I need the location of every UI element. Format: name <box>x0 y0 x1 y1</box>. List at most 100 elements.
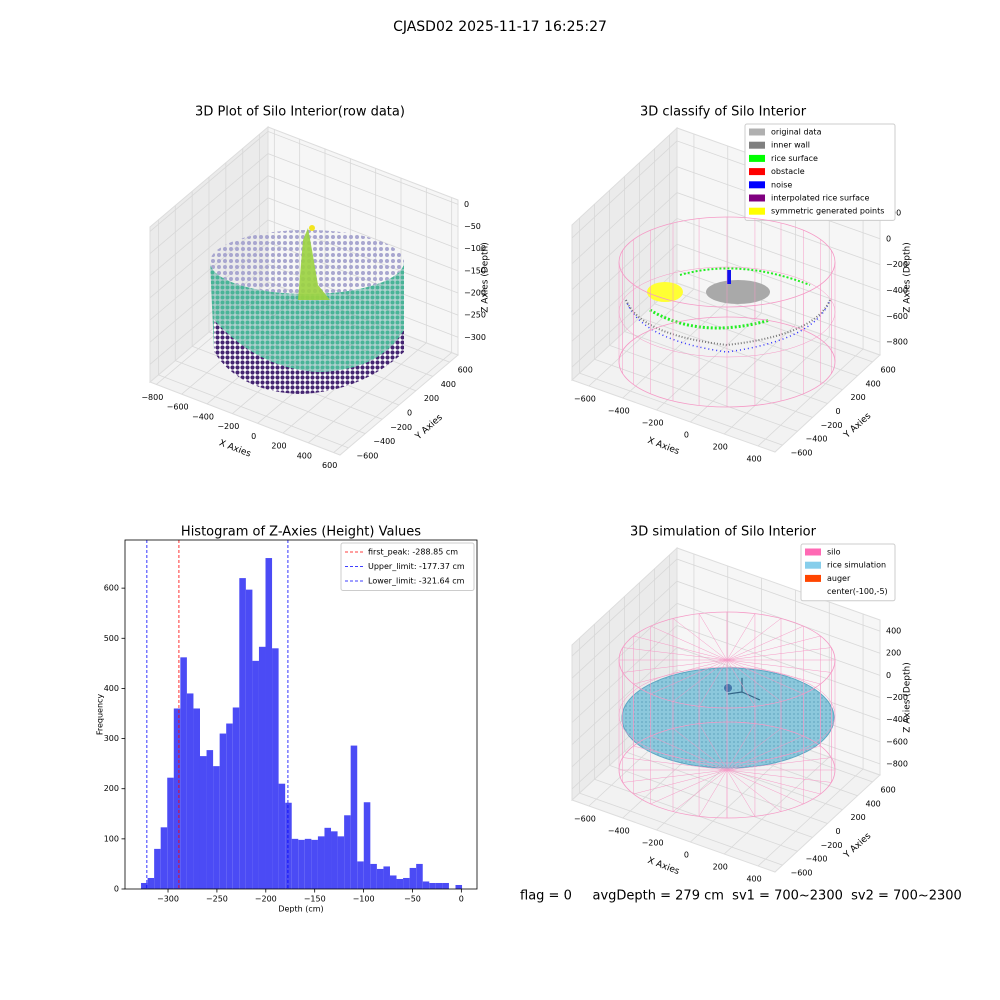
x-tick-label: 400 <box>746 875 761 884</box>
z-tick-label: −50 <box>464 222 481 231</box>
y-tick-label: 0 <box>407 409 412 418</box>
grid-line <box>149 175 459 277</box>
bar <box>370 863 377 889</box>
wire-spoke <box>726 659 821 685</box>
legend-label: rice simulation <box>827 561 886 570</box>
z-tick-label: 200 <box>886 649 901 658</box>
bar <box>344 815 351 889</box>
bar <box>383 866 390 889</box>
y-tick-label: 200 <box>851 813 866 822</box>
x-axis-label: Depth (cm) <box>278 905 323 914</box>
grid-line <box>669 289 873 363</box>
x-tick-label: −250 <box>206 895 228 904</box>
bar <box>311 839 318 889</box>
grid-line <box>624 751 828 824</box>
legend-label: rice surface <box>771 154 818 163</box>
bar <box>278 783 286 889</box>
y-tick-label: 0 <box>114 885 119 894</box>
legend-swatch <box>749 181 765 189</box>
x-tick-label: −200 <box>642 419 664 428</box>
legend-label: first_peak: -288.85 cm <box>368 548 458 557</box>
grid-line <box>579 372 783 446</box>
grid-line <box>609 764 813 838</box>
legend-label: noise <box>771 180 792 189</box>
x-tick-label: −150 <box>304 895 326 904</box>
z-tick-label: −800 <box>886 338 908 347</box>
bar <box>389 875 397 889</box>
legend-label: original data <box>771 128 822 137</box>
bar <box>285 802 292 889</box>
bar <box>213 766 220 889</box>
x-tick-label: −400 <box>608 407 630 416</box>
z-tick-label: −200 <box>886 260 908 269</box>
x-tick-label: −200 <box>255 895 277 904</box>
y-tick-label: 200 <box>424 394 439 403</box>
bar <box>265 558 273 889</box>
wire-spoke <box>672 769 728 812</box>
legend-label: symmetric generated points <box>771 207 884 216</box>
wire-spoke <box>622 757 728 771</box>
wire-spoke <box>698 659 728 707</box>
y-tick-label: 300 <box>104 734 119 743</box>
legend-swatch <box>749 128 765 136</box>
legend-label: silo <box>827 548 841 557</box>
wire-spoke <box>672 618 728 661</box>
wire-spoke <box>726 728 782 771</box>
wire-spoke <box>726 635 821 661</box>
suptitle: CJASD02 2025-11-17 16:25:27 <box>393 19 607 35</box>
y-tick-label: 100 <box>104 834 119 843</box>
wire-spoke <box>726 769 782 812</box>
y-tick-label: −200 <box>821 421 843 430</box>
z-tick-label: 0 <box>886 671 891 680</box>
legend-swatch <box>749 141 765 149</box>
bar <box>429 882 436 889</box>
bar <box>317 836 325 889</box>
z-tick-label: −800 <box>886 759 908 768</box>
z-tick-label: −100 <box>464 244 486 253</box>
bar <box>239 578 246 889</box>
y-tick-label: 500 <box>104 634 119 643</box>
bar <box>396 878 404 889</box>
panel-title: 3D simulation of Silo Interior <box>630 525 817 540</box>
wire-spoke <box>650 659 728 695</box>
wire-spoke <box>726 723 756 771</box>
grid-line <box>175 360 366 434</box>
cloud-simulation <box>618 611 836 819</box>
grid-line <box>594 358 798 432</box>
grid-line <box>571 217 881 316</box>
z-axis-label: Z Axies (Depth) <box>903 662 913 733</box>
legend-swatch <box>749 154 765 162</box>
grid-line <box>579 792 783 866</box>
wire-spoke <box>672 659 728 702</box>
x-tick-label: −800 <box>141 393 163 402</box>
bar <box>298 839 305 889</box>
y-axis-label: Frequency <box>96 694 105 736</box>
grid-line <box>624 331 828 404</box>
footer-text: flag = 0 avgDepth = 279 cm sv1 = 700~230… <box>520 889 962 904</box>
grid-line <box>571 269 881 368</box>
x-tick-label: 200 <box>271 442 286 451</box>
x-tick-label: 400 <box>746 455 761 464</box>
grid-line <box>571 558 881 657</box>
z-tick-label: −400 <box>886 286 908 295</box>
legend-label: obstacle <box>771 167 805 176</box>
bar <box>199 756 207 889</box>
wire-spoke <box>726 745 821 771</box>
legend-swatch <box>749 207 765 215</box>
bar <box>403 877 410 889</box>
panel-title: 3D Plot of Silo Interior(row data) <box>195 105 405 120</box>
grid-line <box>571 625 881 723</box>
wire-spoke <box>633 769 728 795</box>
z-axis-label: Z Axies (Depth) <box>481 242 491 313</box>
grid-line <box>149 197 459 299</box>
y-tick-label: 200 <box>851 393 866 402</box>
z-tick-label: −600 <box>886 312 908 321</box>
wire-spoke <box>726 735 804 771</box>
bar <box>167 777 174 889</box>
x-tick-label: 200 <box>713 443 728 452</box>
wire-spoke <box>726 769 756 817</box>
bar <box>350 745 358 889</box>
x-tick-label: −600 <box>574 815 596 824</box>
x-tick-label: 200 <box>713 863 728 872</box>
